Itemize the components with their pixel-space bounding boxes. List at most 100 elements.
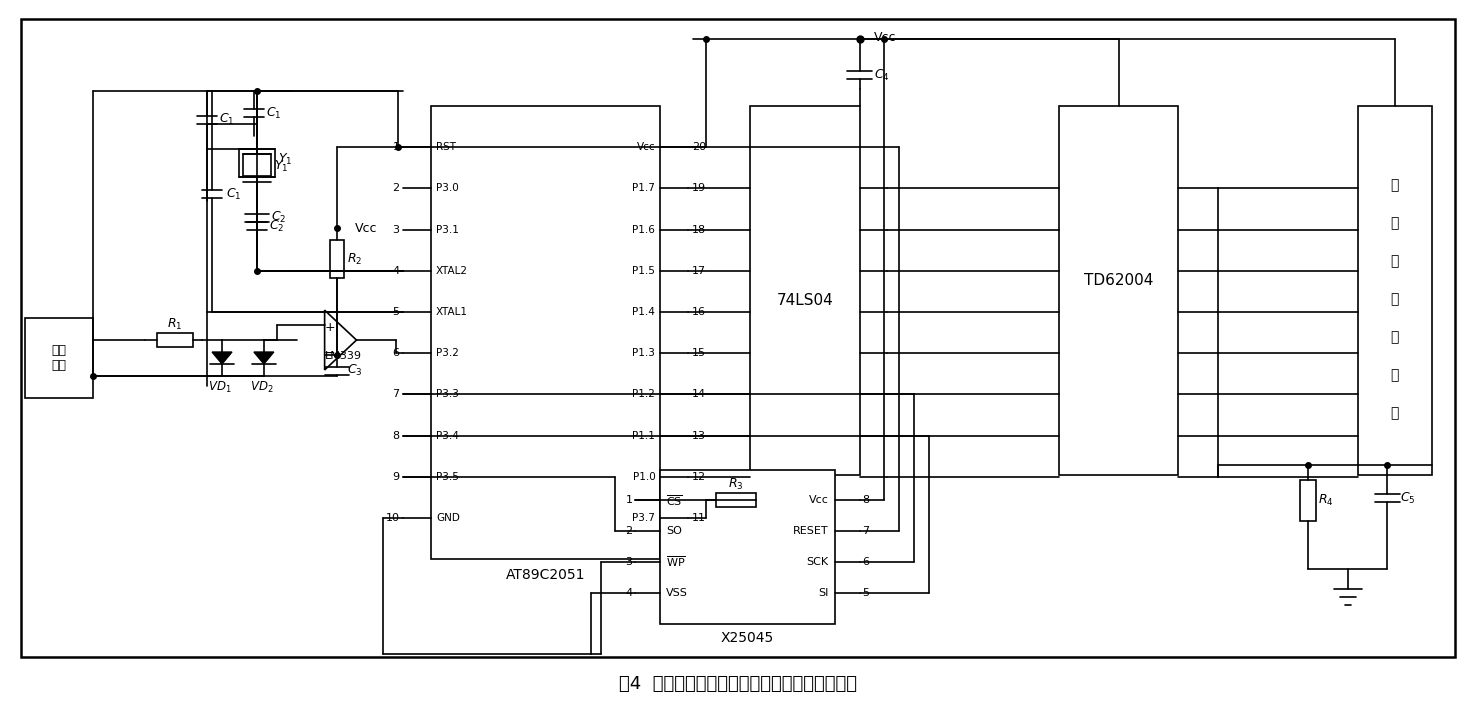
Text: 压: 压	[1390, 368, 1399, 382]
Bar	[431, 106, 660, 559]
Bar	[158, 333, 193, 347]
Text: Vcc: Vcc	[874, 31, 896, 44]
Text: 连: 连	[1390, 178, 1399, 193]
Text: 10: 10	[385, 513, 400, 523]
Text: $VD_1$: $VD_1$	[208, 380, 232, 395]
Text: P3.5: P3.5	[437, 472, 459, 482]
Text: 3: 3	[626, 557, 632, 567]
Text: 脉: 脉	[1390, 255, 1399, 268]
Text: P1.6: P1.6	[632, 225, 655, 235]
Text: Vcc: Vcc	[809, 496, 828, 506]
Text: SO: SO	[666, 526, 682, 536]
Text: $\overline{\mathrm{CS}}$: $\overline{\mathrm{CS}}$	[666, 493, 683, 508]
Bar	[244, 154, 270, 176]
Text: 信号: 信号	[52, 360, 66, 373]
Bar	[329, 240, 344, 278]
Text: P1.7: P1.7	[632, 183, 655, 193]
Text: 7: 7	[393, 390, 400, 400]
Text: 2: 2	[626, 526, 632, 536]
Text: 5: 5	[862, 588, 869, 598]
Text: 4: 4	[393, 266, 400, 276]
Text: P1.3: P1.3	[632, 348, 655, 358]
Text: P3.1: P3.1	[437, 225, 459, 235]
Text: 3: 3	[393, 225, 400, 235]
Bar	[750, 106, 859, 474]
Text: VSS: VSS	[666, 588, 688, 598]
Text: 12: 12	[692, 472, 707, 482]
Text: XTAL2: XTAL2	[437, 266, 468, 276]
Text: 4: 4	[626, 588, 632, 598]
Text: P1.1: P1.1	[632, 431, 655, 441]
Text: X25045: X25045	[720, 631, 773, 645]
Text: 20: 20	[692, 142, 707, 152]
Text: 14: 14	[692, 390, 707, 400]
Text: Vcc: Vcc	[636, 142, 655, 152]
Text: 5: 5	[393, 307, 400, 317]
Text: P3.7: P3.7	[632, 513, 655, 523]
Polygon shape	[325, 310, 357, 370]
Text: $C_2$: $C_2$	[269, 219, 285, 234]
Bar	[1058, 106, 1178, 474]
Bar	[1358, 106, 1432, 474]
Text: P1.5: P1.5	[632, 266, 655, 276]
Text: 15: 15	[692, 348, 706, 358]
Text: P1.0: P1.0	[633, 472, 655, 482]
Text: 1: 1	[626, 496, 632, 506]
Text: $C_4$: $C_4$	[874, 68, 890, 82]
Text: +: +	[325, 321, 335, 333]
Text: $Y_1$: $Y_1$	[273, 159, 288, 174]
Text: GND: GND	[437, 513, 461, 523]
Text: AT89C2051: AT89C2051	[506, 568, 586, 582]
Text: RST: RST	[437, 142, 456, 152]
Text: $Y_1$: $Y_1$	[277, 152, 292, 167]
Text: 图4  单片机控制的移相触发脉冲控制硬件电路图: 图4 单片机控制的移相触发脉冲控制硬件电路图	[618, 675, 858, 693]
Text: 19: 19	[692, 183, 707, 193]
Text: 17: 17	[692, 266, 707, 276]
Text: $C_2$: $C_2$	[272, 210, 286, 225]
Text: $C_5$: $C_5$	[1399, 491, 1415, 506]
Text: $C_1$: $C_1$	[226, 187, 242, 202]
Text: $R_2$: $R_2$	[347, 252, 362, 267]
Text: 1: 1	[393, 142, 400, 152]
Text: TD62004: TD62004	[1083, 273, 1153, 288]
Text: 9: 9	[393, 472, 400, 482]
Text: 同步: 同步	[52, 343, 66, 356]
Text: 变: 变	[1390, 330, 1399, 344]
Text: 8: 8	[862, 496, 869, 506]
Polygon shape	[213, 352, 232, 364]
Text: 6: 6	[862, 557, 869, 567]
Text: RESET: RESET	[793, 526, 828, 536]
Text: $VD_2$: $VD_2$	[249, 380, 273, 395]
Text: LM339: LM339	[325, 351, 362, 361]
Bar	[1300, 479, 1315, 521]
Text: P3.2: P3.2	[437, 348, 459, 358]
Text: 6: 6	[393, 348, 400, 358]
Text: 7: 7	[862, 526, 869, 536]
Text: P3.0: P3.0	[437, 183, 459, 193]
Text: $\overline{\mathrm{WP}}$: $\overline{\mathrm{WP}}$	[666, 555, 686, 570]
Text: P1.4: P1.4	[632, 307, 655, 317]
Text: $R_1$: $R_1$	[167, 316, 183, 331]
Bar	[660, 469, 834, 624]
Text: 8: 8	[393, 431, 400, 441]
Text: 11: 11	[692, 513, 706, 523]
Text: SCK: SCK	[806, 557, 828, 567]
Text: 2: 2	[393, 183, 400, 193]
Text: P3.4: P3.4	[437, 431, 459, 441]
Text: 18: 18	[692, 225, 707, 235]
Text: $C_3$: $C_3$	[347, 363, 362, 378]
Text: 接: 接	[1390, 217, 1399, 230]
Polygon shape	[254, 352, 275, 364]
Text: P1.2: P1.2	[632, 390, 655, 400]
Bar	[716, 493, 756, 508]
Bar	[25, 318, 93, 398]
Text: XTAL1: XTAL1	[437, 307, 468, 317]
Text: 13: 13	[692, 431, 706, 441]
Text: 器: 器	[1390, 406, 1399, 419]
Text: $R_3$: $R_3$	[728, 477, 744, 492]
Text: −: −	[323, 346, 335, 360]
Text: $C_1$: $C_1$	[266, 105, 282, 120]
Text: 冲: 冲	[1390, 292, 1399, 306]
Text: Vcc: Vcc	[354, 222, 376, 235]
Text: $R_4$: $R_4$	[1318, 493, 1333, 508]
